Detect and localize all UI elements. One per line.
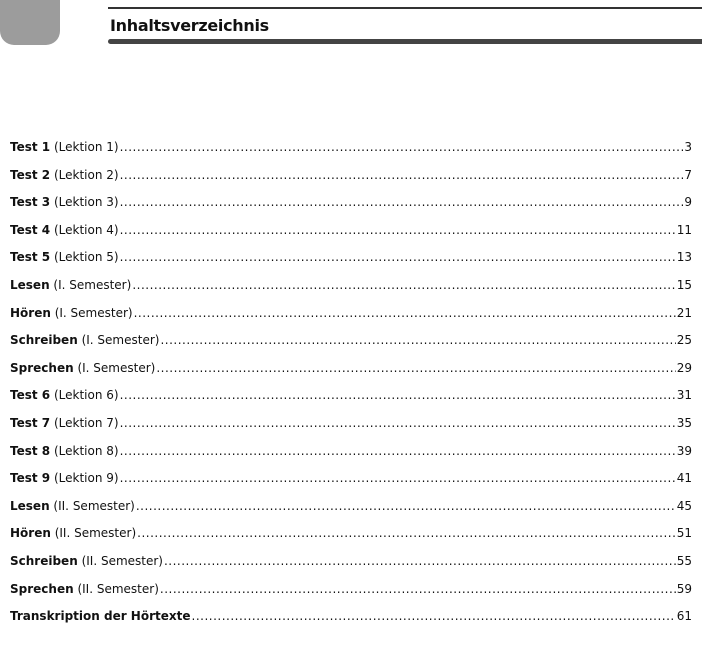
dot-leader bbox=[192, 609, 676, 623]
page-number: 55 bbox=[676, 553, 692, 568]
dot-leader bbox=[137, 526, 676, 540]
entry-subtitle: (Lektion 1) bbox=[50, 140, 119, 154]
title-underline-bar bbox=[108, 39, 702, 44]
dot-leader bbox=[120, 168, 684, 182]
toc-entry[interactable]: Test 9 (Lektion 9) 41 bbox=[10, 471, 692, 499]
page-number: 59 bbox=[676, 581, 692, 596]
page-number: 31 bbox=[676, 388, 692, 403]
page-number: 51 bbox=[676, 526, 692, 541]
entry-subtitle: (I. Semester) bbox=[73, 360, 156, 375]
page-number: 13 bbox=[676, 250, 692, 265]
toc-entry[interactable]: Sprechen (II. Semester) 59 bbox=[10, 582, 692, 610]
toc-entry[interactable]: Test 3 (Lektion 3) 9 bbox=[10, 195, 692, 223]
entry-subtitle: (Lektion 5) bbox=[50, 250, 119, 265]
toc-entry[interactable]: Test 7 (Lektion 7) 35 bbox=[10, 416, 692, 444]
entry-subtitle: (II. Semester) bbox=[73, 581, 159, 596]
dot-leader bbox=[160, 582, 676, 596]
dot-leader bbox=[120, 388, 676, 402]
dot-leader bbox=[120, 416, 676, 430]
page-number: 45 bbox=[676, 498, 692, 513]
entry-subtitle: (II. Semester) bbox=[77, 553, 163, 568]
toc-entry[interactable]: Schreiben (I. Semester) 25 bbox=[10, 333, 692, 361]
dot-leader bbox=[120, 223, 676, 237]
entry-subtitle: (Lektion 9) bbox=[50, 471, 119, 486]
entry-label: Test 1 bbox=[10, 140, 51, 154]
entry-label: Test 9 bbox=[10, 471, 51, 486]
entry-label: Lesen bbox=[10, 277, 50, 292]
entry-label: Sprechen bbox=[10, 581, 74, 596]
page-number: 9 bbox=[684, 195, 692, 210]
page-number: 29 bbox=[676, 360, 692, 375]
page-number: 3 bbox=[684, 140, 692, 154]
entry-label: Transkription der Hörtexte bbox=[10, 609, 191, 624]
entry-label: Test 3 bbox=[10, 195, 51, 210]
toc-entry[interactable]: Test 5 (Lektion 5) 13 bbox=[10, 250, 692, 278]
toc-entry[interactable]: Test 8 (Lektion 8) 39 bbox=[10, 444, 692, 472]
toc-entry[interactable]: Test 6 (Lektion 6) 31 bbox=[10, 388, 692, 416]
page-number: 21 bbox=[676, 305, 692, 320]
dot-leader bbox=[164, 554, 676, 568]
entry-subtitle: (I. Semester) bbox=[49, 277, 132, 292]
dot-leader bbox=[160, 333, 675, 347]
dot-leader bbox=[120, 444, 676, 458]
entry-subtitle: (Lektion 3) bbox=[50, 195, 119, 210]
entry-subtitle: (Lektion 8) bbox=[50, 443, 119, 458]
entry-subtitle: (Lektion 4) bbox=[50, 222, 119, 237]
entry-subtitle: (Lektion 7) bbox=[50, 415, 119, 430]
entry-label: Schreiben bbox=[10, 553, 78, 568]
toc-entry[interactable]: Test 4 (Lektion 4) 11 bbox=[10, 223, 692, 251]
entry-label: Test 6 bbox=[10, 388, 51, 403]
toc-entry[interactable]: Test 1 (Lektion 1) 3 bbox=[10, 140, 692, 168]
entry-subtitle: (Lektion 6) bbox=[50, 388, 119, 403]
entry-subtitle: (I. Semester) bbox=[77, 333, 160, 348]
entry-label: Test 8 bbox=[10, 443, 51, 458]
dot-leader bbox=[132, 278, 675, 292]
header-rule bbox=[108, 7, 702, 9]
entry-subtitle: (I. Semester) bbox=[50, 305, 133, 320]
dot-leader bbox=[134, 306, 676, 320]
entry-label: Hören bbox=[10, 305, 51, 320]
toc-entry[interactable]: Lesen (II. Semester) 45 bbox=[10, 499, 692, 527]
dot-leader bbox=[156, 361, 675, 375]
dot-leader bbox=[120, 195, 684, 209]
toc-entry[interactable]: Sprechen (I. Semester) 29 bbox=[10, 361, 692, 389]
entry-label: Schreiben bbox=[10, 333, 78, 348]
page-number: 61 bbox=[676, 609, 692, 624]
toc-entry[interactable]: Hören (I. Semester) 21 bbox=[10, 306, 692, 334]
entry-label: Test 5 bbox=[10, 250, 51, 265]
toc-entry[interactable]: Lesen (I. Semester) 15 bbox=[10, 278, 692, 306]
entry-subtitle: (II. Semester) bbox=[50, 526, 137, 541]
page-number: 11 bbox=[676, 222, 692, 237]
dot-leader bbox=[120, 250, 676, 264]
entry-label: Test 4 bbox=[10, 222, 51, 237]
page-number: 41 bbox=[676, 471, 692, 486]
page-number: 35 bbox=[676, 415, 692, 430]
page-number: 15 bbox=[676, 277, 692, 292]
dot-leader bbox=[120, 471, 676, 485]
chapter-tab-decoration bbox=[0, 0, 60, 45]
page-number: 25 bbox=[676, 333, 692, 348]
entry-label: Test 2 bbox=[10, 167, 51, 182]
dot-leader bbox=[136, 499, 676, 513]
dot-leader bbox=[120, 140, 684, 154]
toc-entry[interactable]: Hören (II. Semester) 51 bbox=[10, 526, 692, 554]
entry-subtitle: (Lektion 2) bbox=[50, 167, 119, 182]
entry-label: Lesen bbox=[10, 498, 50, 513]
page-number: 7 bbox=[684, 167, 692, 182]
toc-entry[interactable]: Test 2 (Lektion 2) 7 bbox=[10, 168, 692, 196]
page-number: 39 bbox=[676, 443, 692, 458]
entry-label: Test 7 bbox=[10, 415, 51, 430]
toc-entry[interactable]: Transkription der Hörtexte 61 bbox=[10, 609, 692, 637]
page-title: Inhaltsverzeichnis bbox=[110, 16, 269, 35]
entry-subtitle: (II. Semester) bbox=[49, 498, 135, 513]
toc-entry[interactable]: Schreiben (II. Semester) 55 bbox=[10, 554, 692, 582]
entry-label: Hören bbox=[10, 526, 51, 541]
entry-label: Sprechen bbox=[10, 360, 74, 375]
